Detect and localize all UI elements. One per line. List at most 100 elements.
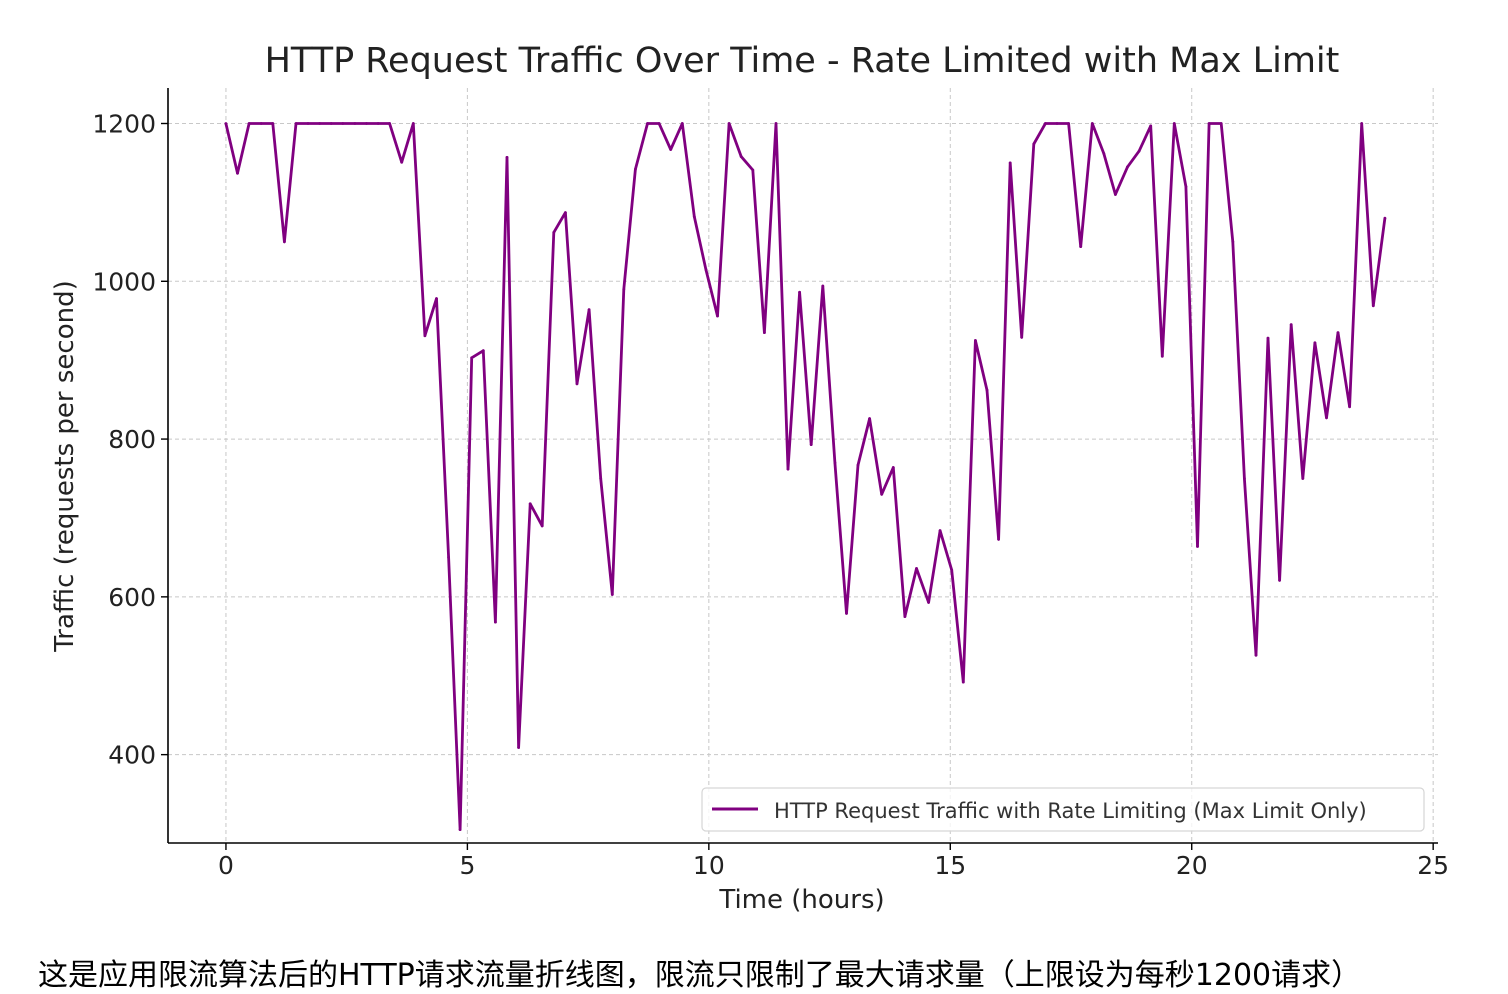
data-point [353, 122, 357, 125]
legend-label: HTTP Request Traffic with Rate Limiting … [774, 799, 1367, 823]
data-point [646, 122, 649, 125]
data-point [751, 168, 755, 172]
chart-title: HTTP Request Traffic Over Time - Rate Li… [265, 41, 1340, 81]
data-point [599, 477, 603, 480]
data-point [1360, 122, 1364, 125]
series-line [224, 122, 1387, 831]
data-point [552, 231, 556, 234]
data-point [365, 122, 368, 125]
data-point [716, 314, 719, 318]
data-point [1348, 405, 1351, 409]
data-point [610, 593, 614, 596]
data-point [1160, 354, 1164, 358]
data-point [587, 308, 591, 312]
data-point [1172, 122, 1176, 125]
data-point [1301, 477, 1305, 480]
data-point [400, 160, 404, 164]
data-point [961, 680, 965, 684]
data-point [821, 284, 825, 288]
data-point [1219, 122, 1223, 125]
x-tick-label: 5 [459, 851, 475, 880]
data-point [1196, 545, 1199, 548]
data-point [236, 171, 239, 175]
x-tick-label: 0 [218, 851, 234, 880]
data-point [306, 122, 310, 125]
data-point [1067, 122, 1070, 125]
data-point [833, 461, 837, 465]
data-point [891, 466, 895, 469]
data-point [1231, 240, 1235, 244]
data-point [880, 492, 884, 496]
data-point [247, 122, 251, 125]
data-point [376, 122, 380, 125]
data-point [1090, 122, 1094, 125]
data-point [622, 287, 626, 291]
data-point [680, 122, 684, 125]
data-point [318, 122, 321, 125]
data-point [494, 620, 497, 624]
y-tick-label: 1000 [92, 267, 156, 296]
data-point [903, 615, 907, 618]
data-point [528, 502, 532, 506]
data-point [1032, 142, 1036, 146]
y-ticks: 400 600 800 1000 1200 [92, 110, 168, 770]
x-ticks: 0 5 10 15 20 25 [218, 843, 1449, 880]
data-point [1243, 477, 1246, 480]
data-point [294, 122, 298, 125]
data-point [868, 417, 871, 420]
data-point [1325, 416, 1328, 420]
y-tick-label: 600 [108, 583, 156, 612]
data-point [423, 334, 427, 338]
data-point [1020, 335, 1024, 339]
data-point [1371, 304, 1375, 308]
data-point [657, 122, 661, 125]
data-point [704, 268, 708, 271]
data-point [1184, 185, 1188, 189]
data-point [739, 155, 743, 159]
data-point [950, 568, 954, 572]
data-point [411, 122, 415, 125]
axes [167, 88, 1438, 844]
data-point [505, 156, 509, 159]
data-point [1044, 122, 1047, 125]
x-tick-label: 10 [693, 851, 725, 880]
data-point [1289, 323, 1293, 327]
data-point [1266, 336, 1270, 340]
data-point [974, 339, 977, 342]
data-point [915, 567, 918, 570]
data-point [388, 122, 391, 125]
data-point [564, 211, 567, 215]
line-chart: 0 5 10 15 20 25 400 600 800 1000 1200 HTTP Reques… [50, 41, 1450, 915]
x-tick-label: 15 [934, 851, 966, 880]
data-point [669, 148, 673, 151]
data-point [1055, 122, 1059, 125]
data-point [1102, 152, 1106, 155]
data-point [1137, 149, 1141, 153]
data-point [1254, 653, 1258, 657]
data-point [809, 443, 813, 446]
data-point [634, 167, 637, 171]
data-point [798, 290, 801, 294]
x-axis-label: Time (hours) [718, 885, 884, 915]
data-point [271, 122, 275, 125]
data-point [786, 467, 790, 471]
data-point [1383, 216, 1387, 220]
data-point [985, 388, 989, 392]
data-point [575, 382, 579, 386]
data-point [517, 746, 520, 749]
data-point [1149, 124, 1153, 128]
y-tick-label: 800 [108, 425, 156, 454]
legend: HTTP Request Traffic with Rate Limiting … [701, 787, 1425, 832]
data-point [763, 331, 766, 334]
data-point [845, 612, 848, 615]
data-point [435, 297, 438, 300]
legend-box [701, 787, 1425, 832]
data-point [1008, 161, 1012, 165]
data-point [341, 122, 345, 125]
series-layer [224, 122, 1387, 831]
data-point [1336, 331, 1340, 334]
data-point [1207, 122, 1211, 125]
data-point [1079, 245, 1083, 249]
data-point [774, 122, 778, 125]
data-point [692, 215, 696, 219]
